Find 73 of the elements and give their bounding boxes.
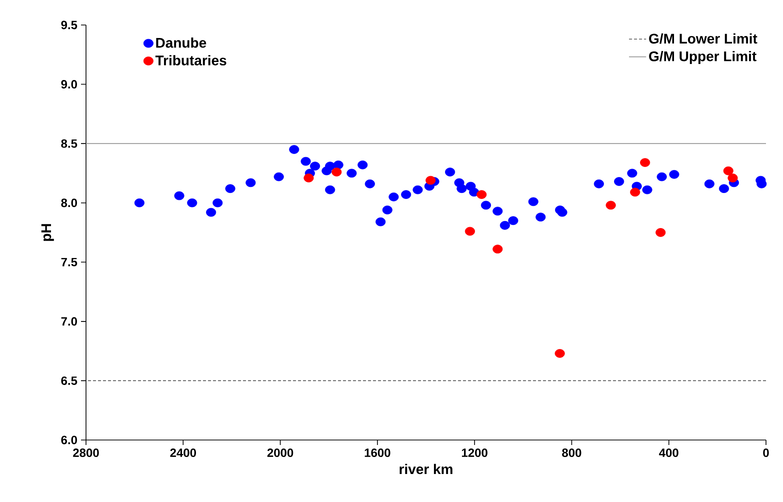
x-tick-label: 2400 — [170, 448, 196, 458]
point — [388, 192, 399, 202]
x-tick-label: 400 — [659, 448, 678, 458]
y-tick-label: 9.5 — [61, 20, 78, 30]
point — [304, 174, 314, 182]
point — [492, 244, 503, 254]
y-tick-label: 6.5 — [61, 376, 78, 385]
point — [225, 184, 236, 194]
x-tick-label: 1600 — [364, 448, 390, 458]
point — [640, 158, 650, 167]
x-tick-label: 800 — [562, 448, 582, 458]
point — [594, 179, 604, 188]
point — [656, 228, 666, 237]
point — [401, 190, 412, 199]
point — [614, 177, 624, 186]
point — [642, 185, 652, 194]
point — [669, 170, 680, 179]
point — [464, 226, 475, 236]
y-tick-label: 9.0 — [61, 80, 77, 89]
point — [656, 172, 667, 182]
x-tick-label: 2800 — [73, 448, 99, 458]
point — [630, 188, 640, 197]
y-axis-title: pH — [41, 224, 54, 241]
legend-label: Danube — [156, 37, 206, 48]
point — [426, 176, 436, 185]
point — [289, 145, 300, 154]
point — [728, 174, 738, 182]
point — [187, 198, 198, 208]
point — [718, 184, 730, 194]
point — [492, 206, 503, 216]
point — [554, 349, 565, 358]
legend-label: Tributaries — [155, 55, 226, 66]
point — [508, 216, 518, 226]
point — [480, 200, 492, 210]
legend-label: G/M Lower Limit — [649, 33, 758, 44]
point — [212, 198, 223, 208]
y-tick-label: 7.5 — [61, 258, 78, 266]
point — [536, 212, 546, 222]
point — [325, 185, 336, 194]
point — [358, 160, 368, 170]
point — [246, 178, 256, 188]
x-axis-title: river km — [400, 464, 452, 474]
legend-label: G/M Upper Limit — [649, 50, 756, 64]
point — [606, 200, 616, 210]
y-tick-label: 7.0 — [61, 317, 77, 326]
point — [274, 172, 284, 182]
point — [723, 166, 734, 176]
point — [300, 156, 311, 166]
point — [627, 168, 638, 178]
point — [704, 179, 714, 188]
point — [333, 160, 344, 170]
y-tick-label: 8.0 — [61, 198, 77, 208]
point — [364, 179, 375, 188]
point — [557, 208, 568, 217]
point — [310, 162, 320, 170]
x-tick-label: 1200 — [462, 448, 488, 458]
point — [412, 185, 423, 194]
point — [445, 168, 456, 176]
point — [134, 198, 144, 208]
x-tick-label: 2000 — [267, 448, 294, 458]
point — [382, 206, 392, 214]
point — [476, 190, 487, 199]
point — [174, 191, 184, 200]
x-tick-label: 0 — [763, 448, 769, 458]
point — [376, 217, 386, 226]
point — [456, 184, 467, 194]
point — [528, 197, 538, 206]
y-tick-label: 8.5 — [61, 139, 78, 148]
point — [332, 168, 342, 176]
point — [206, 208, 216, 217]
point — [346, 168, 357, 178]
y-tick-label: 6.0 — [61, 436, 77, 444]
point — [500, 220, 510, 230]
